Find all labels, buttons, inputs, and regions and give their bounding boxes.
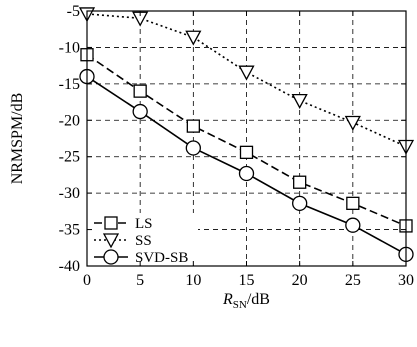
legend-label: LS xyxy=(135,216,153,232)
data-point-ls xyxy=(293,175,307,189)
legend-label: SVD-SB xyxy=(135,250,188,266)
x-tick-label: 20 xyxy=(292,272,308,289)
x-tick-label: 0 xyxy=(83,272,91,289)
legend-marker xyxy=(102,233,120,249)
tick-labels: 0 5 10 15 20 25 30 -5 -10 -15 -20 -25 -30 -35 -40 xyxy=(59,3,414,289)
x-tick-label: 15 xyxy=(239,272,255,289)
legend-label: SS xyxy=(135,233,152,249)
x-tick-label: 30 xyxy=(398,272,414,289)
legend-item-ls: LS xyxy=(94,216,153,232)
x-axis-title-unit: /dB xyxy=(247,291,270,308)
data-point-svd-sb xyxy=(132,103,148,120)
data-point-ls xyxy=(186,119,200,133)
legend-item-svd-sb: SVD-SB xyxy=(94,249,188,266)
data-point-ss xyxy=(291,93,308,109)
data-point-ls xyxy=(346,196,360,210)
data-point-svd-sb xyxy=(345,217,361,233)
y-tick-label: -20 xyxy=(59,112,80,129)
data-point-svd-sb xyxy=(238,165,255,182)
y-tick-label: -5 xyxy=(67,3,80,20)
data-point-svd-sb xyxy=(292,195,308,211)
legend-item-ss: SS xyxy=(94,233,152,249)
y-tick-label: -35 xyxy=(59,222,80,239)
x-axis-title-main: R xyxy=(222,291,233,308)
x-axis-title-subscript: SN xyxy=(233,299,247,311)
x-tick-label: 5 xyxy=(136,272,144,289)
x-tick-label: 25 xyxy=(345,272,361,289)
axis-ticks xyxy=(86,10,407,267)
y-tick-label: -30 xyxy=(59,185,80,202)
data-point-ls xyxy=(239,145,254,159)
data-point-ss xyxy=(185,30,202,46)
data-point-ss xyxy=(344,115,361,131)
data-point-svd-sb xyxy=(185,140,201,156)
y-axis-title: NRMSPM/dB xyxy=(9,93,26,185)
x-axis-title: RSN/dB xyxy=(222,291,270,311)
data-point-ss xyxy=(238,65,255,81)
y-tick-label: -10 xyxy=(59,39,80,56)
x-tick-label: 10 xyxy=(185,272,201,289)
legend-marker xyxy=(104,216,118,230)
data-point-ls xyxy=(133,84,147,98)
y-tick-label: -25 xyxy=(59,149,80,166)
legend-marker xyxy=(103,249,119,265)
y-tick-label: -40 xyxy=(59,258,80,275)
y-tick-label: -15 xyxy=(59,76,80,93)
